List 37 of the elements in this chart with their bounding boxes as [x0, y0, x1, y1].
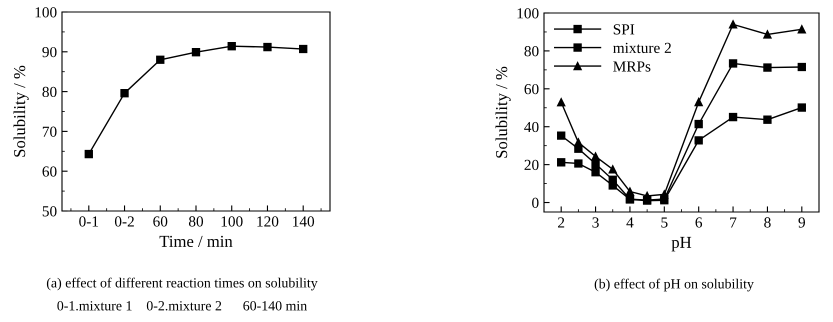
x-tick-label: 7 — [730, 217, 736, 228]
legend-label: MRPs — [613, 61, 650, 72]
y-tick-label: 90 — [42, 46, 57, 58]
x-tick-label: 4 — [626, 217, 634, 228]
x-tick-label: 0-2 — [114, 216, 134, 227]
x-tick-label: 8 — [764, 217, 771, 228]
legend-label: SPI — [614, 24, 634, 35]
y-tick-label: 60 — [42, 166, 57, 177]
text: (a) effect of different reaction times on solubility — [46, 278, 318, 290]
x-tick-label: 80 — [188, 216, 204, 227]
x-tick-label: 140 — [293, 216, 314, 227]
x-tick-label: 3 — [592, 217, 599, 228]
text: (b) effect of pH on solubility — [594, 278, 754, 292]
x-tick-label: 5 — [661, 217, 668, 228]
x-axis-title: pH — [672, 236, 692, 252]
y-tick-label: 80 — [42, 86, 57, 98]
x-axis-title: Time / min — [160, 236, 232, 247]
x-tick-label: 120 — [257, 216, 278, 227]
x-tick-label: 0-1 — [79, 216, 98, 227]
y-tick-label: 70 — [42, 126, 57, 137]
y-tick-label: 80 — [524, 46, 539, 56]
y-axis-title: Solubility / % — [496, 66, 511, 158]
y-tick-label: 40 — [524, 122, 539, 132]
x-tick-label: 60 — [153, 216, 168, 227]
y-axis-title: Solubility / % — [14, 66, 29, 157]
legend-label: mixture 2 — [613, 42, 671, 54]
x-tick-label: 2 — [558, 217, 564, 228]
y-tick-label: 100 — [518, 8, 539, 18]
y-tick-label: 0 — [532, 198, 539, 208]
x-tick-label: 9 — [798, 217, 806, 228]
text: 0-1.mixture 1 0-2.mixture 2 60-140 min — [57, 301, 307, 311]
y-tick-label: 60 — [524, 84, 539, 94]
y-tick-label: 50 — [42, 206, 57, 216]
y-tick-label: 100 — [36, 7, 57, 18]
x-tick-label: 6 — [696, 217, 702, 228]
y-tick-label: 20 — [524, 160, 539, 170]
x-tick-label: 100 — [222, 216, 243, 227]
